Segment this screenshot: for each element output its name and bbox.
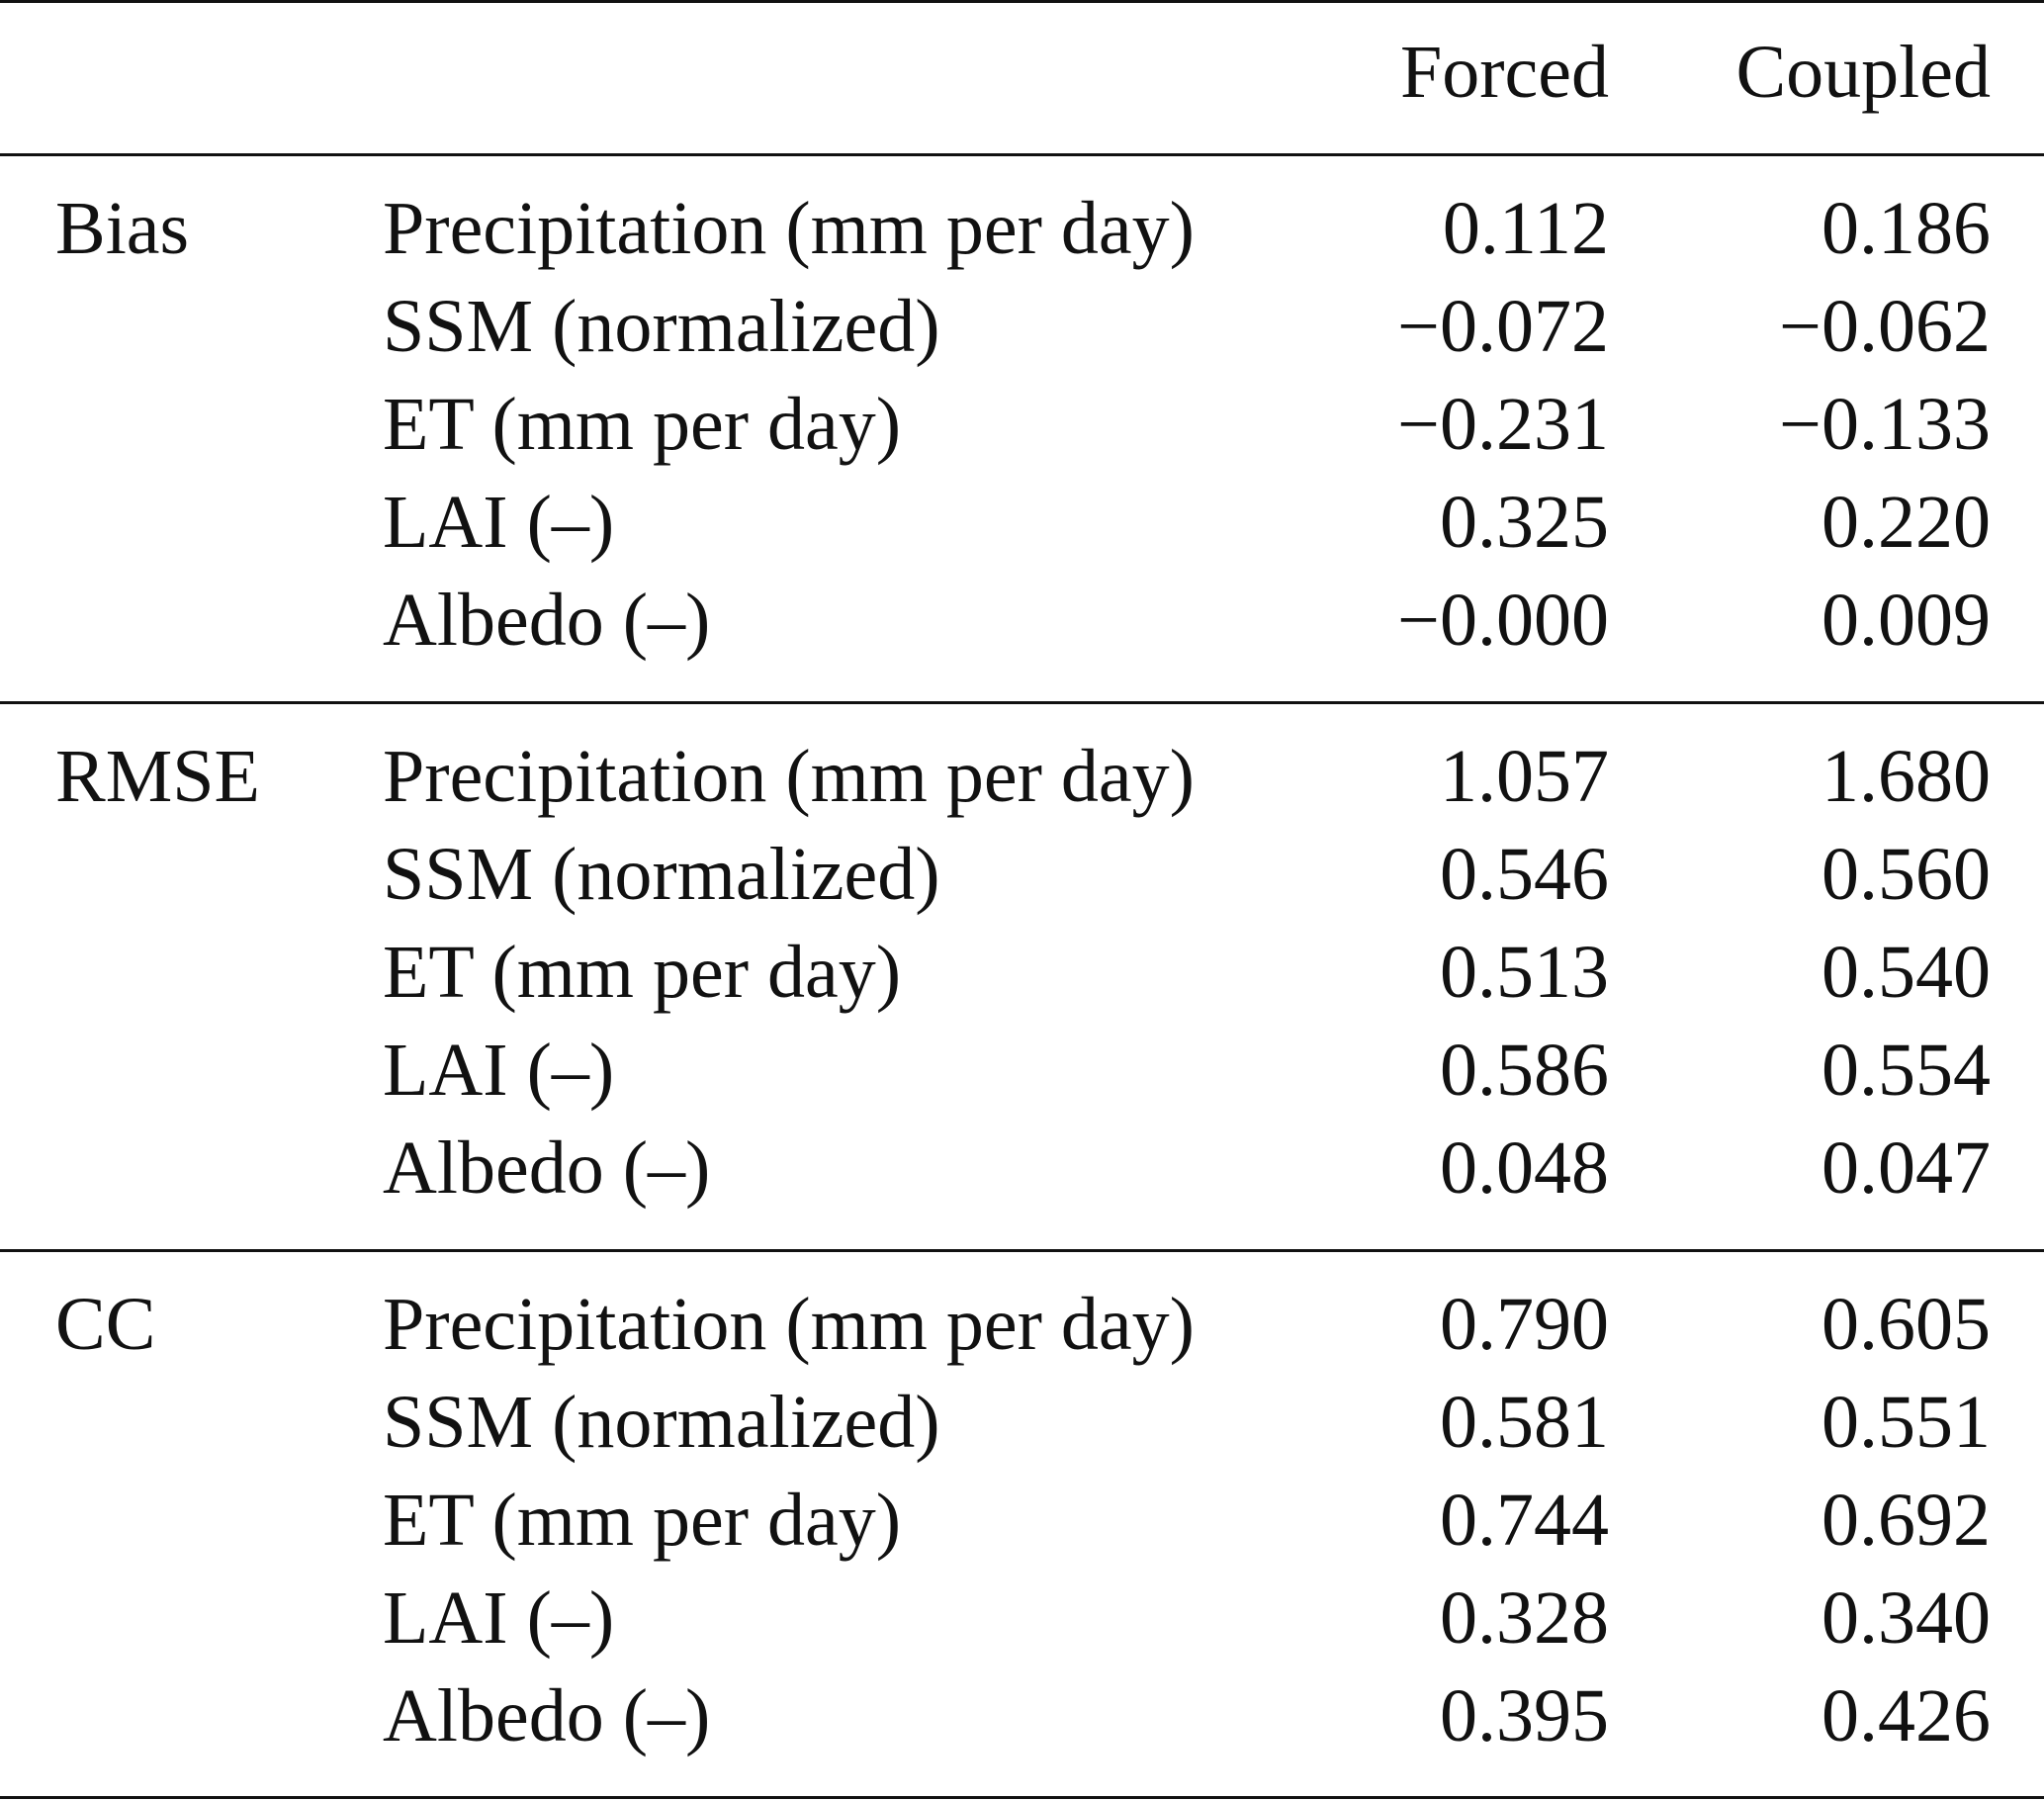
row-label: Precipitation (mm per day) xyxy=(383,1283,1195,1366)
coupled-value: 0.426 xyxy=(1822,1674,1991,1757)
group-separator-rule xyxy=(0,1249,2044,1252)
row-label: Albedo (–) xyxy=(383,1674,711,1757)
forced-value: −0.231 xyxy=(1397,383,1609,466)
coupled-value: −0.133 xyxy=(1779,383,1991,466)
coupled-value: 0.340 xyxy=(1822,1576,1991,1660)
row-label: LAI (–) xyxy=(383,1029,615,1112)
row-label: SSM (normalized) xyxy=(383,1381,940,1464)
table-bottom-rule xyxy=(0,1796,2044,1799)
forced-value: 0.048 xyxy=(1440,1126,1609,1210)
forced-value: 0.325 xyxy=(1440,481,1609,564)
group-label: Bias xyxy=(55,187,190,270)
forced-value: 0.581 xyxy=(1440,1381,1609,1464)
coupled-value: 0.605 xyxy=(1822,1283,1991,1366)
coupled-value: 0.047 xyxy=(1822,1126,1991,1210)
forced-value: 0.328 xyxy=(1440,1576,1609,1660)
row-label: ET (mm per day) xyxy=(383,931,902,1014)
forced-value: 0.513 xyxy=(1440,931,1609,1014)
row-label: ET (mm per day) xyxy=(383,383,902,466)
coupled-value: 1.680 xyxy=(1822,735,1991,818)
coupled-value: 0.220 xyxy=(1822,481,1991,564)
forced-value: −0.072 xyxy=(1397,285,1609,368)
forced-value: 0.546 xyxy=(1440,833,1609,916)
table-top-rule xyxy=(0,0,2044,3)
row-label: Albedo (–) xyxy=(383,579,711,662)
header-rule xyxy=(0,153,2044,156)
group-label: RMSE xyxy=(55,735,260,818)
coupled-value: 0.692 xyxy=(1822,1479,1991,1562)
coupled-value: −0.062 xyxy=(1779,285,1991,368)
row-label: SSM (normalized) xyxy=(383,833,940,916)
coupled-value: 0.540 xyxy=(1822,931,1991,1014)
row-label: ET (mm per day) xyxy=(383,1479,902,1562)
column-header-coupled: Coupled xyxy=(1735,31,1991,114)
forced-value: 0.112 xyxy=(1442,187,1609,270)
forced-value: 0.395 xyxy=(1440,1674,1609,1757)
coupled-value: 0.554 xyxy=(1822,1029,1991,1112)
row-label: SSM (normalized) xyxy=(383,285,940,368)
forced-value: 0.744 xyxy=(1440,1479,1609,1562)
forced-value: 0.790 xyxy=(1440,1283,1609,1366)
group-separator-rule xyxy=(0,701,2044,704)
coupled-value: 0.009 xyxy=(1822,579,1991,662)
row-label: Precipitation (mm per day) xyxy=(383,735,1195,818)
group-label: CC xyxy=(55,1283,156,1366)
coupled-value: 0.186 xyxy=(1822,187,1991,270)
column-header-forced: Forced xyxy=(1399,31,1609,114)
row-label: LAI (–) xyxy=(383,1576,615,1660)
forced-value: 0.586 xyxy=(1440,1029,1609,1112)
coupled-value: 0.551 xyxy=(1822,1381,1991,1464)
row-label: Precipitation (mm per day) xyxy=(383,187,1195,270)
row-label: LAI (–) xyxy=(383,481,615,564)
forced-value: 1.057 xyxy=(1440,735,1609,818)
row-label: Albedo (–) xyxy=(383,1126,711,1210)
coupled-value: 0.560 xyxy=(1822,833,1991,916)
forced-value: −0.000 xyxy=(1397,579,1609,662)
